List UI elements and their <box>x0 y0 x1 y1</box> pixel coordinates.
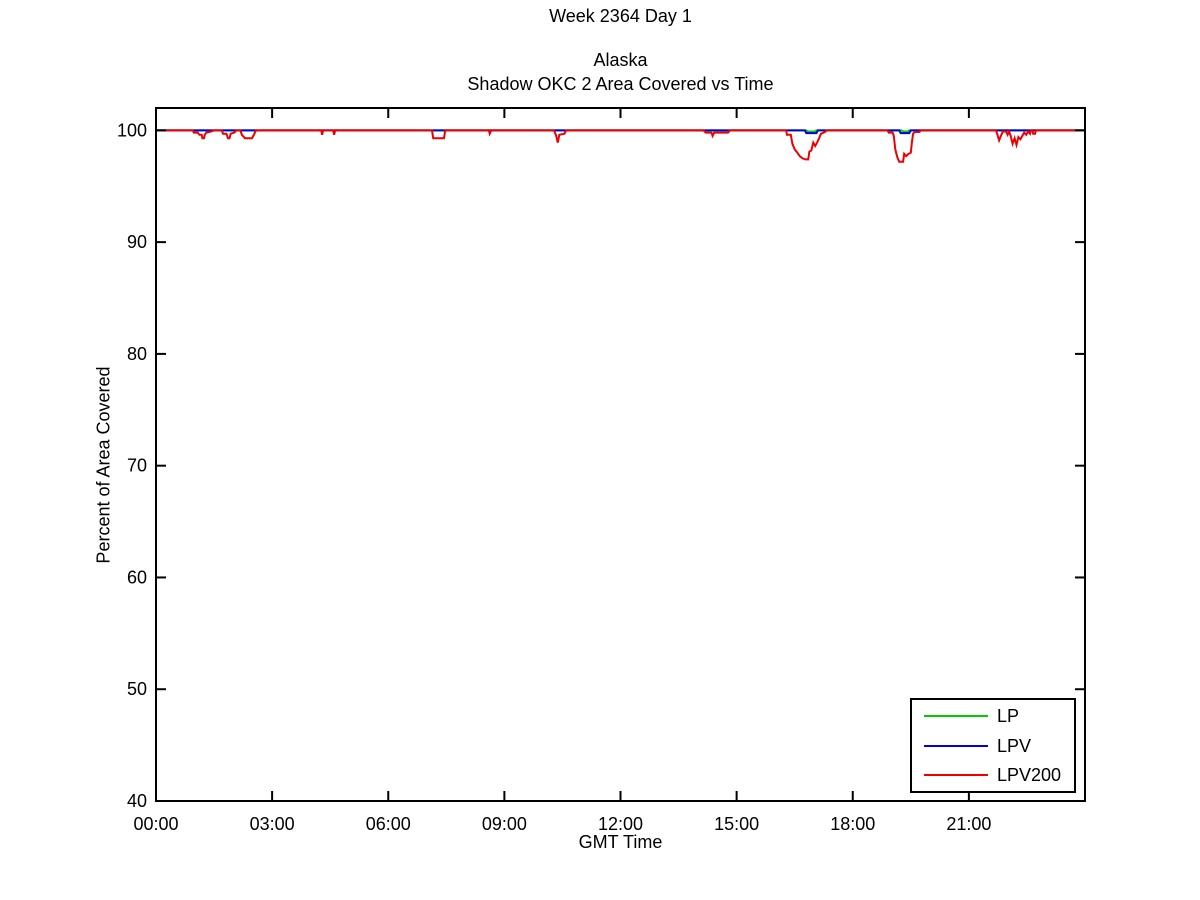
x-tick-label: 06:00 <box>366 814 411 834</box>
x-tick-label: 18:00 <box>830 814 875 834</box>
legend-label-lp: LP <box>997 705 1020 726</box>
series-line-lpv200 <box>156 128 1085 163</box>
axes-title-line2: Shadow OKC 2 Area Covered vs Time <box>467 74 774 94</box>
legend-item-lpv: LPV <box>912 732 1074 760</box>
legend-label-lpv200: LPV200 <box>997 765 1062 786</box>
y-tick-label: 90 <box>127 232 147 252</box>
y-axis-label: Percent of Area Covered <box>93 366 114 564</box>
legend-item-lpv200: LPV200 <box>912 761 1074 789</box>
x-axis-label: GMT Time <box>578 832 663 852</box>
legend-label-lpv: LPV <box>997 735 1032 756</box>
x-tick-label: 03:00 <box>250 814 295 834</box>
legend-line-sample-lpv <box>924 744 988 747</box>
y-tick-label: 40 <box>127 791 147 811</box>
y-tick-label: 100 <box>117 120 147 140</box>
legend: LP LPV LPV200 <box>910 698 1076 793</box>
axes-title-line1: Alaska <box>593 50 648 70</box>
x-tick-label: 00:00 <box>133 814 178 834</box>
legend-item-lp: LP <box>912 702 1074 730</box>
y-tick-label: 50 <box>127 679 147 699</box>
axes-title: Alaska Shadow OKC 2 Area Covered vs Time <box>156 48 1085 96</box>
y-tick-label: 60 <box>127 567 147 587</box>
legend-line-sample-lp <box>924 714 988 717</box>
x-tick-label: 12:00 <box>598 814 643 834</box>
x-tick-label: 09:00 <box>482 814 527 834</box>
y-tick-label: 70 <box>127 456 147 476</box>
figure-suptitle: Week 2364 Day 1 <box>549 6 692 26</box>
legend-line-sample-lpv200 <box>924 774 988 777</box>
x-tick-label: 15:00 <box>714 814 759 834</box>
y-tick-label: 80 <box>127 344 147 364</box>
x-tick-label: 21:00 <box>946 814 991 834</box>
